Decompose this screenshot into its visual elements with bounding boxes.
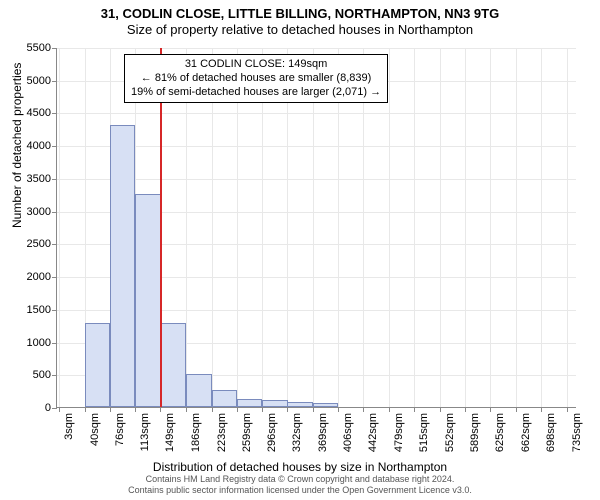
plot-wrap: 0500100015002000250030003500400045005000… [56,48,576,408]
y-tick-mark [52,179,57,180]
y-tick-label: 500 [33,369,51,381]
x-tick-mark [516,407,517,412]
y-tick-mark [52,48,57,49]
x-tick-label: 369sqm [317,413,329,452]
x-tick-label: 332sqm [291,413,303,452]
grid-line-v [389,48,390,407]
x-tick-mark [186,407,187,412]
x-tick-mark [389,407,390,412]
histogram-bar [186,374,212,407]
x-tick-mark [465,407,466,412]
x-tick-label: 149sqm [164,413,176,452]
y-tick-label: 5500 [27,42,51,54]
y-tick-label: 4000 [27,140,51,152]
x-tick-label: 662sqm [520,413,532,452]
x-tick-label: 223sqm [216,413,228,452]
grid-line-v [465,48,466,407]
x-tick-mark [490,407,491,412]
x-tick-mark [567,407,568,412]
histogram-bar [85,323,111,407]
y-tick-label: 0 [45,402,51,414]
x-tick-mark [135,407,136,412]
histogram-bar [135,194,161,407]
histogram-chart: 31, CODLIN CLOSE, LITTLE BILLING, NORTHA… [0,0,600,500]
grid-line-v [440,48,441,407]
footer-note: Contains HM Land Registry data © Crown c… [0,474,600,496]
annotation-line1: 31 CODLIN CLOSE: 149sqm [131,58,381,72]
x-tick-mark [160,407,161,412]
x-tick-label: 698sqm [545,413,557,452]
x-axis-label: Distribution of detached houses by size … [0,460,600,474]
y-axis-label: Number of detached properties [10,63,24,228]
x-tick-label: 442sqm [367,413,379,452]
chart-subtitle: Size of property relative to detached ho… [0,22,600,37]
chart-title: 31, CODLIN CLOSE, LITTLE BILLING, NORTHA… [0,6,600,21]
x-tick-label: 259sqm [241,413,253,452]
y-tick-label: 4500 [27,107,51,119]
histogram-bar [313,403,339,407]
y-tick-label: 1000 [27,337,51,349]
histogram-bar [287,402,313,407]
x-tick-mark [363,407,364,412]
x-tick-mark [414,407,415,412]
x-tick-label: 552sqm [444,413,456,452]
annotation-line2: ← 81% of detached houses are smaller (8,… [131,72,381,86]
y-tick-label: 3500 [27,173,51,185]
y-tick-mark [52,310,57,311]
x-tick-label: 76sqm [114,413,126,446]
x-tick-label: 406sqm [342,413,354,452]
y-tick-mark [52,375,57,376]
grid-line-v [541,48,542,407]
y-tick-label: 1500 [27,304,51,316]
annotation-line3: 19% of semi-detached houses are larger (… [131,86,381,100]
x-tick-label: 589sqm [469,413,481,452]
x-tick-label: 3sqm [63,413,75,440]
x-tick-label: 735sqm [571,413,583,452]
histogram-bar [237,399,263,408]
grid-line-v [567,48,568,407]
y-tick-mark [52,212,57,213]
x-tick-mark [59,407,60,412]
y-tick-mark [52,343,57,344]
y-tick-mark [52,277,57,278]
grid-line-v [414,48,415,407]
x-tick-label: 625sqm [494,413,506,452]
x-tick-label: 479sqm [393,413,405,452]
x-tick-mark [287,407,288,412]
y-tick-label: 2000 [27,271,51,283]
y-tick-mark [52,244,57,245]
x-tick-mark [237,407,238,412]
x-tick-mark [85,407,86,412]
x-tick-label: 40sqm [89,413,101,446]
grid-line-v [59,48,60,407]
annotation-box: 31 CODLIN CLOSE: 149sqm ← 81% of detache… [124,54,388,103]
histogram-bar [110,125,136,407]
y-tick-mark [52,408,57,409]
x-tick-mark [313,407,314,412]
y-tick-label: 2500 [27,238,51,250]
x-tick-label: 113sqm [139,413,151,451]
x-tick-label: 186sqm [190,413,202,452]
x-tick-mark [541,407,542,412]
footer-line2: Contains public sector information licen… [0,485,600,496]
y-tick-mark [52,113,57,114]
x-tick-mark [440,407,441,412]
grid-line-v [490,48,491,407]
x-tick-mark [212,407,213,412]
footer-line1: Contains HM Land Registry data © Crown c… [0,474,600,485]
y-tick-mark [52,81,57,82]
y-tick-label: 3000 [27,206,51,218]
title-block: 31, CODLIN CLOSE, LITTLE BILLING, NORTHA… [0,0,600,37]
x-tick-mark [110,407,111,412]
y-tick-mark [52,146,57,147]
x-tick-mark [262,407,263,412]
x-tick-label: 296sqm [266,413,278,452]
x-tick-label: 515sqm [418,413,430,452]
x-tick-mark [338,407,339,412]
histogram-bar [262,400,288,407]
y-tick-label: 5000 [27,75,51,87]
grid-line-v [516,48,517,407]
histogram-bar [160,323,186,407]
histogram-bar [212,390,238,407]
